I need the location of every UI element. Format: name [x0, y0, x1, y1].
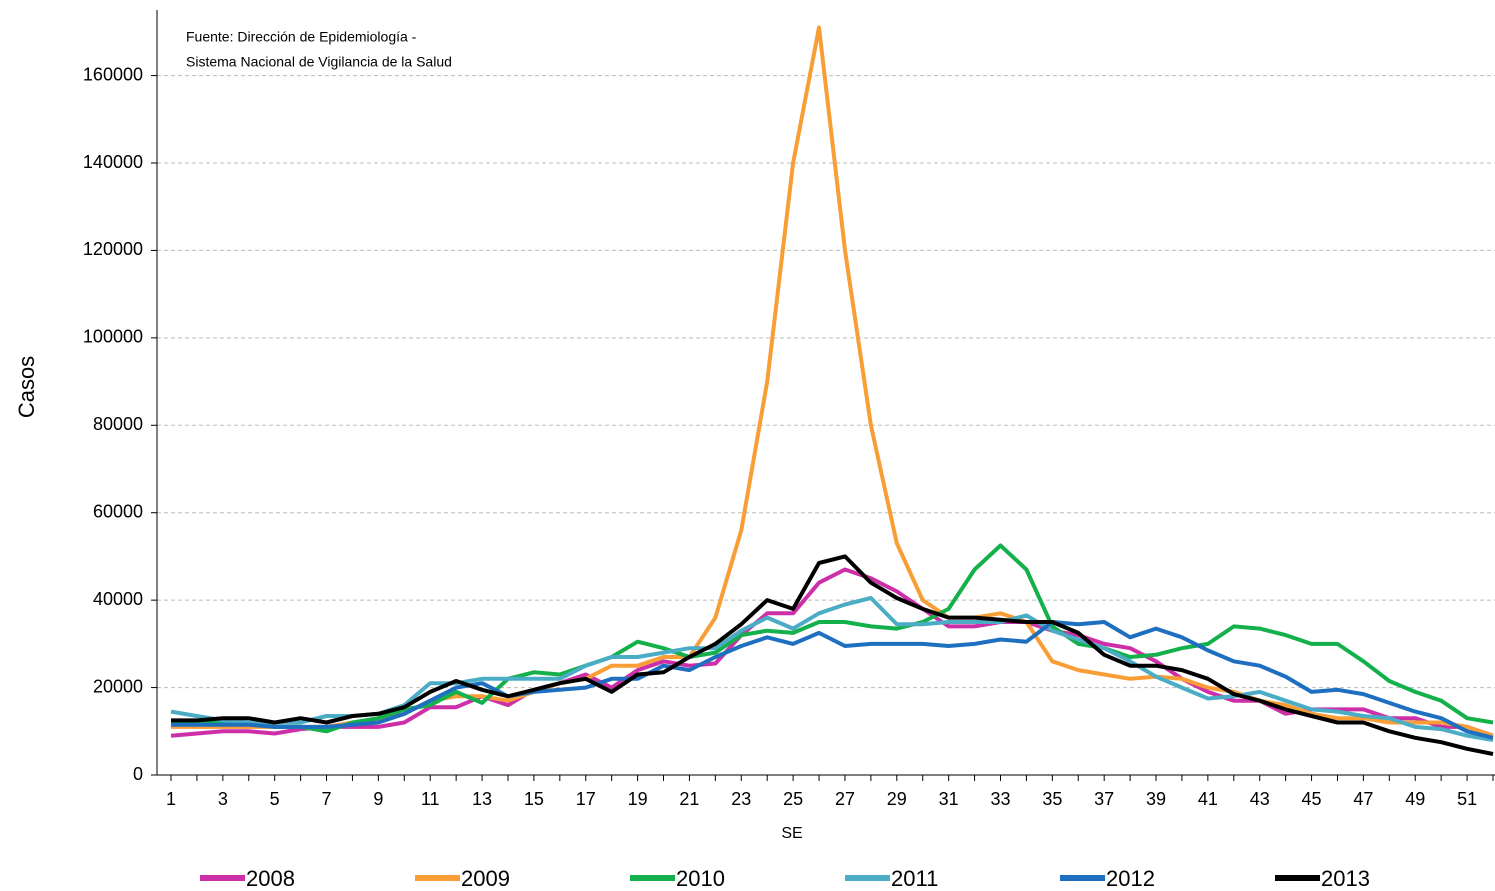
series-line [171, 554, 1494, 756]
x-tick-label: 25 [783, 789, 803, 809]
x-tick-label: 21 [679, 789, 699, 809]
annotation: Fuente: Dirección de Epidemiología - [186, 29, 417, 45]
series-line [171, 620, 1494, 740]
y-tick-label: 160000 [83, 64, 143, 84]
y-tick-label: 60000 [93, 501, 143, 521]
y-tick-label: 140000 [83, 152, 143, 172]
series-line [171, 25, 1494, 738]
y-tick-label: 40000 [93, 589, 143, 609]
x-tick-label: 3 [218, 789, 228, 809]
x-tick-label: 41 [1198, 789, 1218, 809]
x-tick-label: 11 [421, 789, 440, 809]
x-tick-label: 15 [524, 789, 544, 809]
series-line [170, 567, 1494, 738]
x-tick-label: 9 [373, 789, 383, 809]
x-tick-label: 19 [628, 789, 648, 809]
x-tick-label: 23 [731, 789, 751, 809]
y-tick-label: 80000 [93, 414, 143, 434]
legend-label: 2012 [1106, 866, 1155, 891]
x-tick-label: 13 [472, 789, 492, 809]
x-tick-label: 29 [887, 789, 907, 809]
y-tick-label: 120000 [83, 239, 143, 259]
series-line [171, 543, 1494, 734]
x-tick-label: 5 [270, 789, 280, 809]
annotation: Sistema Nacional de Vigilancia de la Sal… [186, 54, 452, 70]
x-tick-label: 31 [939, 789, 959, 809]
y-tick-label: 0 [133, 764, 143, 784]
x-tick-label: 47 [1353, 789, 1373, 809]
x-tick-label: 33 [990, 789, 1010, 809]
x-tick-label: 37 [1094, 789, 1114, 809]
y-tick-label: 100000 [83, 327, 143, 347]
x-tick-label: 35 [1042, 789, 1062, 809]
x-tick-label: 39 [1146, 789, 1166, 809]
y-axis-label: Casos [14, 356, 39, 418]
x-tick-label: 49 [1405, 789, 1425, 809]
x-tick-label: 17 [576, 789, 596, 809]
x-tick-label: 43 [1250, 789, 1270, 809]
x-tick-label: 27 [835, 789, 855, 809]
legend-label: 2009 [461, 866, 510, 891]
x-axis-label: SE [781, 825, 802, 842]
legend-label: 2011 [891, 866, 938, 891]
x-tick-label: 51 [1457, 789, 1477, 809]
x-tick-label: 1 [166, 789, 176, 809]
legend-label: 2010 [676, 866, 725, 891]
legend-label: 2008 [246, 866, 295, 891]
x-tick-label: 7 [322, 789, 332, 809]
legend-label: 2013 [1321, 866, 1370, 891]
x-tick-label: 45 [1302, 789, 1322, 809]
y-tick-label: 20000 [93, 676, 143, 696]
